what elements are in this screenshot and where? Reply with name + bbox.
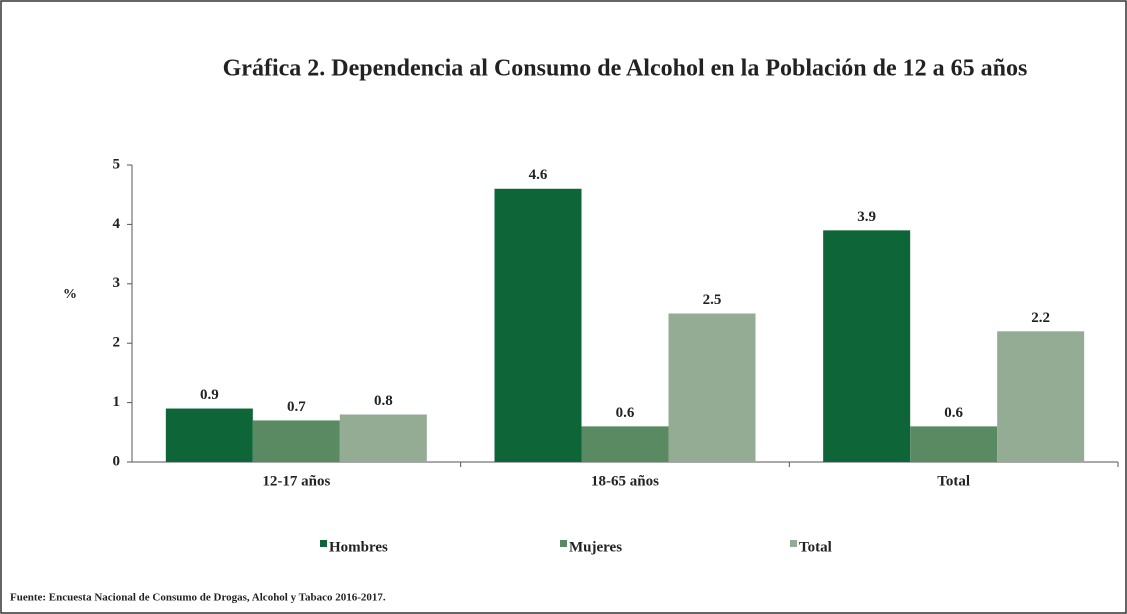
data-label: 0.8 xyxy=(374,393,393,409)
x-tick-label: Total xyxy=(937,473,970,489)
data-label: 2.5 xyxy=(703,292,722,308)
bar xyxy=(252,420,340,462)
legend-swatch xyxy=(790,540,797,547)
data-label: 0.9 xyxy=(200,387,219,403)
legend-swatch xyxy=(320,540,327,547)
data-label: 0.7 xyxy=(287,399,306,415)
bar xyxy=(668,313,756,462)
bar xyxy=(997,331,1085,462)
source-note: Fuente: Encuesta Nacional de Consumo de … xyxy=(10,592,386,604)
bar xyxy=(494,188,582,462)
y-axis-label: % xyxy=(63,287,77,302)
legend-label: Total xyxy=(799,539,832,555)
y-tick-label: 1 xyxy=(113,394,121,410)
bar xyxy=(910,426,998,462)
legend-label: Hombres xyxy=(329,539,388,555)
bar xyxy=(581,426,669,462)
data-label: 0.6 xyxy=(944,405,963,421)
y-tick-label: 5 xyxy=(113,156,121,172)
x-tick-label: 18-65 años xyxy=(591,473,659,489)
data-label: 2.2 xyxy=(1031,310,1050,326)
y-tick-label: 3 xyxy=(113,275,121,291)
bar xyxy=(823,230,911,462)
data-label: 0.6 xyxy=(616,405,635,421)
bar xyxy=(339,414,427,462)
y-tick-label: 2 xyxy=(113,335,121,351)
y-tick-label: 0 xyxy=(113,453,121,469)
legend-swatch xyxy=(560,540,567,547)
legend-label: Mujeres xyxy=(569,539,622,555)
y-tick-label: 4 xyxy=(113,216,121,232)
data-label: 3.9 xyxy=(857,209,876,225)
x-tick-label: 12-17 años xyxy=(262,473,330,489)
chart-title: Gráfica 2. Dependencia al Consumo de Alc… xyxy=(223,56,1028,82)
bar xyxy=(165,408,253,462)
data-label: 4.6 xyxy=(529,167,548,183)
